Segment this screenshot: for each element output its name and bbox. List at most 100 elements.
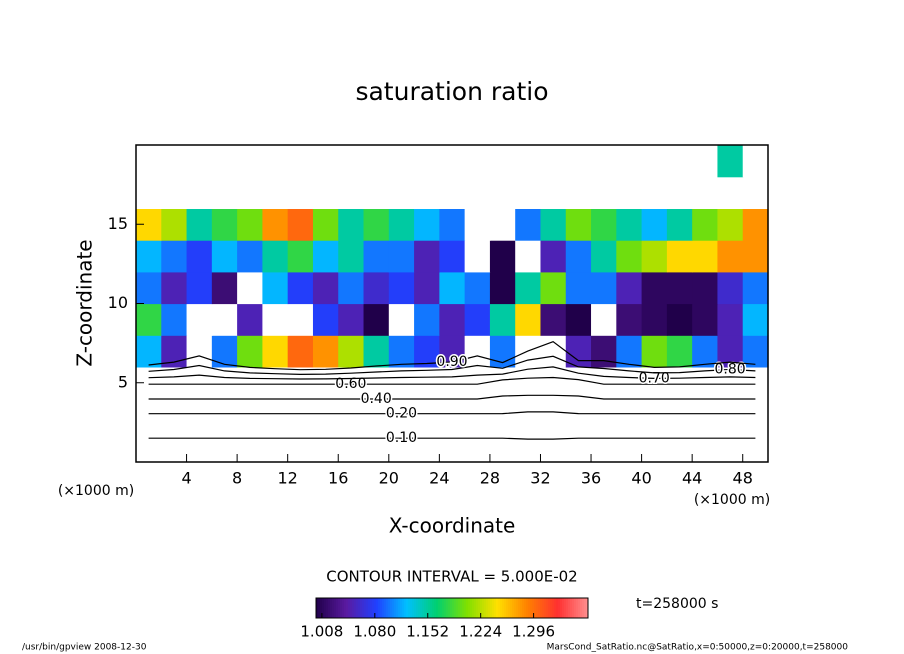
- field-cell: [338, 271, 365, 305]
- field-cell: [312, 335, 339, 368]
- colorbar-swatch: [444, 598, 447, 618]
- field-cell: [186, 430, 213, 463]
- field-cell: [692, 430, 719, 463]
- colorbar-swatch: [382, 598, 385, 618]
- field-cell: [616, 145, 643, 178]
- field-cell: [414, 176, 440, 209]
- field-cell: [414, 366, 440, 400]
- colorbar-tick-label: 1.008: [300, 623, 343, 641]
- field-cell: [338, 145, 365, 178]
- colorbar-swatch: [462, 598, 465, 618]
- field-cell: [161, 271, 188, 305]
- colorbar-swatch: [546, 598, 549, 618]
- field-cell: [742, 303, 769, 336]
- field-cell: [591, 145, 617, 178]
- field-cell: [591, 303, 617, 336]
- field-cell: [262, 176, 289, 209]
- colorbar-swatch: [454, 598, 457, 618]
- field-cell: [136, 335, 162, 368]
- field-cell: [262, 366, 289, 400]
- field-cell: [136, 303, 162, 336]
- x-unit: (×1000 m): [694, 492, 770, 508]
- colorbar-swatch: [528, 598, 531, 618]
- colorbar-swatch: [330, 598, 333, 618]
- y-tick-label: 5: [118, 372, 128, 391]
- colorbar-swatch: [360, 598, 363, 618]
- field-cell: [338, 398, 365, 431]
- colorbar-swatch: [578, 598, 581, 618]
- field-cell: [515, 303, 542, 336]
- field-cell: [237, 398, 263, 431]
- colorbar-swatch: [374, 598, 377, 618]
- field-cell: [287, 145, 314, 178]
- field-cell: [439, 303, 466, 336]
- field-cell: [262, 271, 289, 305]
- field-cell: [388, 366, 415, 400]
- field-cell: [692, 335, 719, 368]
- x-tick-label: 44: [682, 469, 702, 488]
- field-cell: [186, 176, 213, 209]
- colorbar-swatch: [448, 598, 451, 618]
- contour-label: 0.40: [361, 391, 392, 407]
- colorbar-frame: [315, 597, 589, 619]
- colorbar-swatch: [424, 598, 427, 618]
- field-cell: [717, 398, 744, 431]
- colorbar-swatch: [392, 598, 395, 618]
- colorbar-tick-label: 1.152: [406, 623, 449, 641]
- field-cell: [312, 366, 339, 400]
- colorbar-swatch: [388, 598, 391, 618]
- colorbar-swatch: [466, 598, 469, 618]
- field-cell: [287, 176, 314, 209]
- field-cell: [237, 303, 263, 336]
- colorbar-swatch: [356, 598, 359, 618]
- colorbar-swatch: [408, 598, 411, 618]
- field-cell: [464, 145, 491, 178]
- colorbar-swatch: [364, 598, 367, 618]
- field-cell: [616, 430, 643, 463]
- field-cell: [616, 398, 643, 431]
- colorbar-tick-label: 1.224: [459, 623, 502, 641]
- field-cell: [388, 145, 415, 178]
- field-cell: [666, 335, 693, 368]
- colorbar-swatch: [440, 598, 443, 618]
- x-tick-label: 16: [328, 469, 348, 488]
- field-cell: [388, 176, 415, 209]
- field-cell: [489, 398, 516, 431]
- chart-title: saturation ratio: [355, 77, 548, 106]
- colorbar-swatch: [414, 598, 417, 618]
- colorbar-swatch: [496, 598, 499, 618]
- colorbar-swatch: [504, 598, 507, 618]
- field-cell: [211, 145, 238, 178]
- field-cell: [489, 430, 516, 463]
- colorbar-swatch: [378, 598, 381, 618]
- field-cell: [742, 176, 769, 209]
- field-cell: [591, 240, 617, 273]
- y-tick-label: 10: [108, 293, 128, 312]
- field-cell: [717, 303, 744, 336]
- colorbar-swatch: [412, 598, 415, 618]
- colorbar-swatch: [532, 598, 535, 618]
- field-cell: [136, 176, 162, 209]
- field-cell: [312, 271, 339, 305]
- field-cell: [616, 335, 643, 368]
- field-cell: [641, 240, 668, 273]
- field-cell: [363, 145, 390, 178]
- field-cell: [414, 430, 440, 463]
- contour-label: 0.90: [436, 354, 467, 370]
- field-cell: [742, 335, 769, 368]
- field-cell: [186, 145, 213, 178]
- colorbar-swatch: [346, 598, 349, 618]
- field-cell: [414, 208, 440, 241]
- contour-line: [148, 355, 756, 376]
- y-tick-label: 15: [108, 214, 128, 233]
- field-cell: [287, 398, 314, 431]
- colorbar-swatch: [544, 598, 547, 618]
- colorbar-swatch: [366, 598, 369, 618]
- field-cell: [262, 208, 289, 241]
- field-cell: [641, 430, 668, 463]
- field-cell: [742, 271, 769, 305]
- colorbar-swatch: [456, 598, 459, 618]
- colorbar-swatch: [322, 598, 325, 618]
- field-cell: [211, 240, 238, 273]
- field-cell: [464, 208, 491, 241]
